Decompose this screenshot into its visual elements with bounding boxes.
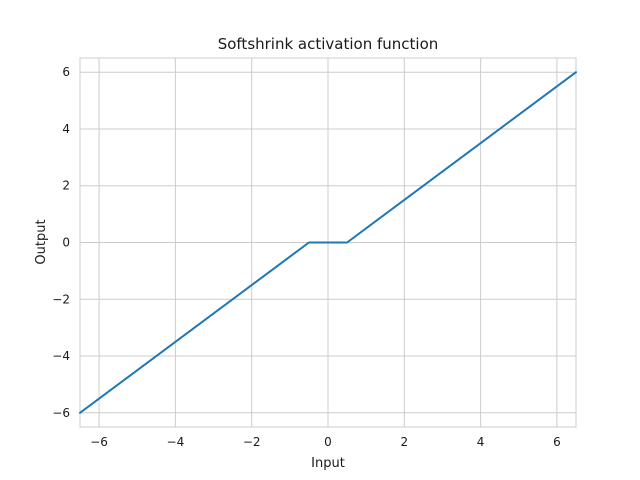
x-axis-label: Input (311, 456, 345, 471)
softshrink-line (79, 71, 577, 414)
x-tick-label: 2 (400, 435, 408, 449)
y-tick-label: 0 (62, 236, 70, 250)
y-tick-label: 4 (62, 122, 70, 136)
y-tick-label: 2 (62, 179, 70, 193)
x-tick-label: −4 (167, 435, 185, 449)
plot-area (79, 57, 577, 428)
y-tick-labels: −6 −4 −2 0 2 4 6 (52, 65, 70, 420)
x-tick-label: 0 (324, 435, 332, 449)
y-tick-label: 6 (62, 65, 70, 79)
chart-title: Softshrink activation function (218, 35, 439, 53)
x-tick-label: 6 (553, 435, 561, 449)
x-tick-labels: −6 −4 −2 0 2 4 6 (90, 435, 561, 449)
y-gridlines (80, 71, 576, 414)
x-tick-label: −2 (243, 435, 261, 449)
y-tick-label: −4 (52, 349, 70, 363)
y-tick-label: −6 (52, 406, 70, 420)
y-tick-label: −2 (52, 292, 70, 306)
series-layer (79, 71, 577, 414)
y-axis-label: Output (34, 219, 49, 264)
x-tick-label: −6 (90, 435, 108, 449)
x-tick-label: 4 (477, 435, 485, 449)
